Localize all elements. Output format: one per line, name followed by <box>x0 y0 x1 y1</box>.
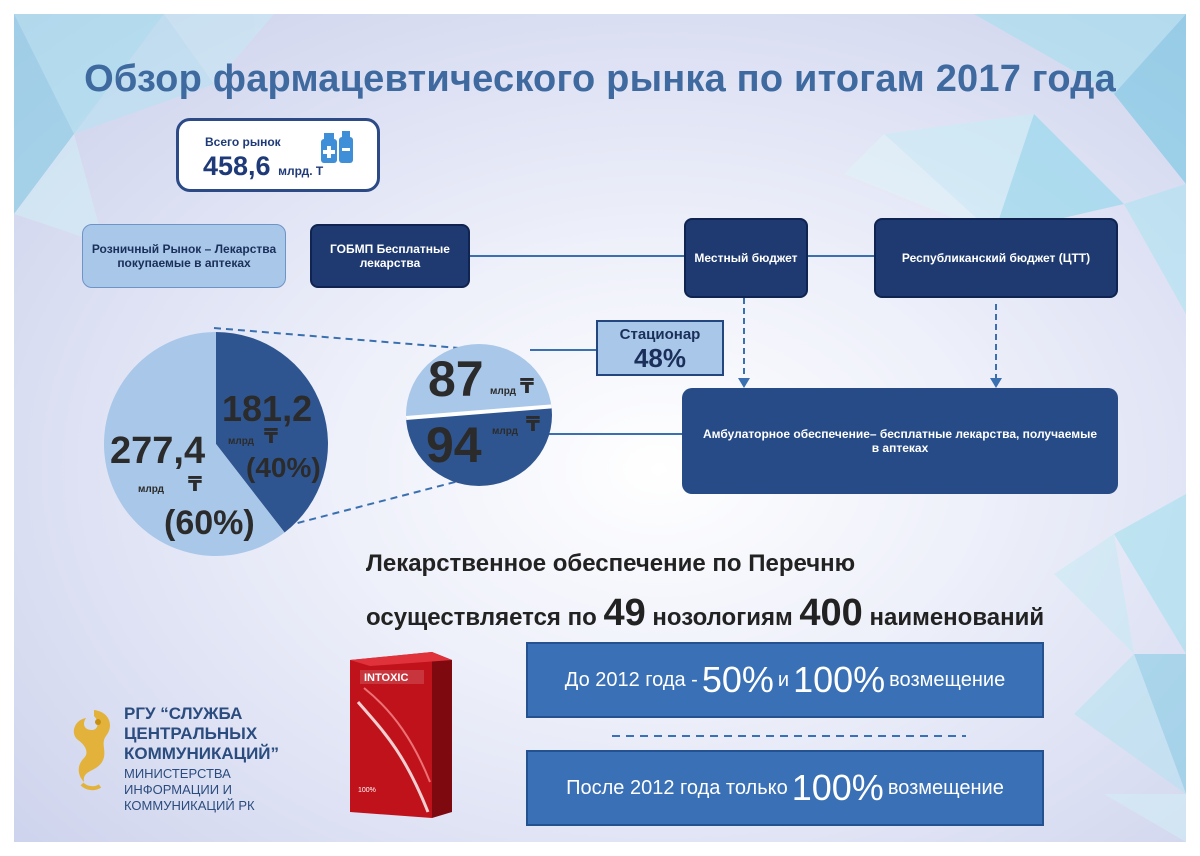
circle-segment-inpatient <box>406 344 552 419</box>
circle-divider <box>406 404 552 421</box>
local-budget-box: Местный бюджет <box>684 218 808 298</box>
product-brand: INTOXIC <box>364 672 408 684</box>
total-market-value: 458,6 млрд. Т <box>203 151 323 182</box>
gobmp-pie-currency: ₸ <box>264 426 278 448</box>
footer-line-5: ИНФОРМАЦИИ И <box>124 782 233 797</box>
nosology-count: 49 <box>603 592 646 634</box>
info-bar-after-2012: После 2012 года только 100% возмещение <box>526 750 1044 826</box>
gobmp-pie-unit: млрд <box>228 436 254 447</box>
drug-name-count: 400 <box>799 592 863 634</box>
market-split-pie <box>104 332 328 556</box>
statement-line-2: осуществляется по 49 нозологиям 400 наим… <box>366 592 1044 635</box>
info2-post: возмещение <box>887 776 1004 799</box>
info1-post: возмещение <box>889 668 1006 691</box>
footer-line-1: РГУ “СЛУЖБА <box>124 704 243 723</box>
product-badge: 100% <box>358 787 376 794</box>
pie-slice-gobmp <box>216 332 328 533</box>
total-market-unit: млрд. Т <box>278 164 324 178</box>
total-market-label: Всего рынок <box>205 135 281 149</box>
gobmp-split-circle <box>406 344 552 486</box>
retail-pie-share: (60%) <box>164 504 255 542</box>
retail-market-box: Розничный Рынок – Лекарства покупаемые в… <box>82 224 286 288</box>
retail-pie-value: 277,4 <box>110 430 206 472</box>
footer-line-2: ЦЕНТРАЛЬНЫХ <box>124 724 258 743</box>
inpatient-box: Стационар 48% <box>596 320 724 376</box>
infographic: Обзор фармацевтического рынка по итогам … <box>14 14 1186 842</box>
republic-budget-box: Республиканский бюджет (ЦТТ) <box>874 218 1118 298</box>
retail-pie-currency: ₸ <box>188 474 202 496</box>
pie-slice-retail <box>104 332 285 556</box>
info1-percent-1: 50% <box>701 659 774 700</box>
total-market-card: Всего рынок 458,6 млрд. Т <box>176 118 380 192</box>
inpatient-value: 48% <box>633 343 687 373</box>
connector-lines <box>213 255 1002 737</box>
statement-line-1: Лекарственное обеспечение по Перечню <box>366 550 856 577</box>
snow-leopard-logo-icon <box>73 710 110 791</box>
footer-ministry: МИНИСТЕРСТВА ИНФОРМАЦИИ И КОММУНИКАЦИЙ Р… <box>124 766 255 814</box>
footer-line-4: МИНИСТЕРСТВА <box>124 766 231 781</box>
circle-segment-outpatient <box>406 406 552 486</box>
medicine-bottles-icon <box>321 131 353 163</box>
info1-pre: До 2012 года - <box>564 668 698 691</box>
outpatient-box: Амбулаторное обеспечение– бесплатные лек… <box>682 388 1118 494</box>
footer-org-name: РГУ “СЛУЖБА ЦЕНТРАЛЬНЫХ КОММУНИКАЦИЙ” <box>124 704 279 764</box>
retail-pie-unit: млрд <box>138 484 164 495</box>
gobmp-pie-share: (40%) <box>246 452 321 483</box>
info1-percent-2: 100% <box>793 659 886 700</box>
total-market-number: 458,6 <box>203 151 271 181</box>
statement-text-b: нозологиям <box>652 604 793 631</box>
background-shapes <box>14 14 1186 842</box>
statement-text-c: наименований <box>869 604 1045 631</box>
inpatient-circle-unit: млрд <box>490 386 516 397</box>
gobmp-pie-value: 181,2 <box>222 388 313 429</box>
inpatient-circle-value: 87 <box>428 351 484 407</box>
outpatient-circle-currency: ₸ <box>526 414 540 436</box>
info2-percent: 100% <box>791 767 884 808</box>
statement-text-a: осуществляется по <box>366 604 597 631</box>
info-bar-before-2012: До 2012 года - 50% и 100% возмещение <box>526 642 1044 718</box>
info2-pre: После 2012 года только <box>566 776 788 799</box>
footer-line-3: КОММУНИКАЦИЙ” <box>124 744 280 763</box>
gobmp-box: ГОБМП Бесплатные лекарства <box>310 224 470 288</box>
product-box-image: INTOXIC 100% <box>350 652 452 818</box>
inpatient-label: Стационар <box>619 326 701 343</box>
page-title: Обзор фармацевтического рынка по итогам … <box>84 58 1116 100</box>
outpatient-circle-value: 94 <box>426 417 482 473</box>
outpatient-circle-unit: млрд <box>492 426 518 437</box>
info1-mid: и <box>777 668 790 691</box>
inpatient-circle-currency: ₸ <box>520 376 534 398</box>
footer-line-6: КОММУНИКАЦИЙ РК <box>124 798 255 813</box>
